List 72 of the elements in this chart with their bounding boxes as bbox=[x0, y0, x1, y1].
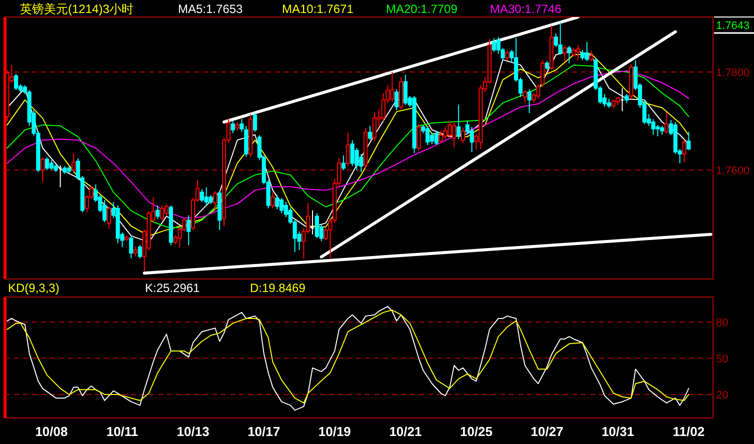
candlestick bbox=[58, 164, 62, 188]
candlestick bbox=[44, 156, 50, 171]
candlestick bbox=[72, 152, 76, 173]
candlestick bbox=[156, 204, 160, 220]
candlestick bbox=[164, 204, 169, 217]
candlestick bbox=[213, 190, 218, 210]
candlestick bbox=[40, 156, 45, 182]
y-tick-label: 20 bbox=[716, 389, 728, 402]
candlestick bbox=[527, 88, 532, 114]
text: MA20:1.7709 bbox=[386, 2, 458, 16]
candlestick bbox=[230, 120, 235, 134]
candlestick bbox=[522, 90, 527, 104]
candlestick bbox=[106, 206, 112, 230]
candlestick bbox=[368, 125, 372, 141]
x-tick-label: 10/31 bbox=[602, 424, 634, 439]
candlestick bbox=[567, 45, 572, 64]
candlestick bbox=[133, 246, 138, 257]
candlestick bbox=[470, 126, 474, 152]
candlestick bbox=[186, 214, 191, 246]
x-tick-label: 10/17 bbox=[248, 424, 280, 439]
candlestick bbox=[460, 127, 466, 144]
x-tick-label: 11/02 bbox=[672, 424, 705, 439]
text: MA5:1.7653 bbox=[178, 2, 244, 16]
candlestick bbox=[576, 44, 580, 61]
candlestick bbox=[434, 130, 438, 146]
text: MA10:1.7671 bbox=[282, 2, 354, 16]
candlestick bbox=[49, 160, 54, 171]
y-tick-label: 1.7600 bbox=[716, 165, 750, 178]
text: 1.7643 bbox=[716, 20, 750, 32]
candlestick bbox=[558, 21, 562, 56]
chart-title: KD(9,3,3) bbox=[8, 281, 60, 295]
y-tick-label: 80 bbox=[716, 317, 728, 330]
candlestick bbox=[589, 50, 594, 62]
candlestick bbox=[430, 132, 434, 145]
candlestick bbox=[341, 154, 346, 171]
candlestick bbox=[275, 194, 280, 210]
candlestick bbox=[620, 88, 624, 112]
candlestick bbox=[14, 73, 18, 91]
candlestick bbox=[346, 132, 350, 167]
x-tick-label: 10/11 bbox=[106, 424, 138, 439]
x-tick-label: 10/27 bbox=[530, 424, 564, 439]
candlestick bbox=[129, 236, 134, 259]
text: MA30:1.7746 bbox=[490, 2, 562, 16]
candlestick bbox=[584, 42, 589, 62]
candlestick bbox=[138, 244, 142, 259]
candlestick bbox=[505, 49, 510, 61]
candlestick bbox=[160, 204, 164, 221]
candlestick bbox=[682, 140, 686, 163]
candlestick bbox=[562, 44, 567, 63]
candlestick bbox=[270, 192, 275, 209]
x-tick-label: 10/19 bbox=[318, 424, 351, 439]
x-tick-label: 10/13 bbox=[176, 424, 210, 439]
candlestick bbox=[664, 112, 669, 134]
x-tick-label: 10/25 bbox=[460, 424, 493, 439]
candlestick bbox=[372, 112, 377, 142]
candlestick bbox=[314, 212, 320, 239]
y-tick-label: 1.7800 bbox=[716, 66, 750, 79]
candlestick bbox=[492, 38, 496, 52]
candlestick bbox=[456, 104, 461, 140]
text: K:25.2961 bbox=[145, 281, 200, 295]
candlestick bbox=[252, 112, 258, 132]
x-tick-label: 10/21 bbox=[389, 424, 422, 439]
series-label: D:19.8469 bbox=[250, 281, 306, 295]
y-tick-label: 50 bbox=[716, 353, 728, 366]
candlestick bbox=[310, 210, 315, 235]
candlestick bbox=[394, 88, 399, 111]
candlestick bbox=[416, 123, 421, 152]
chart-title: 英镑美元(1214)3小时 bbox=[20, 2, 134, 16]
candlestick bbox=[686, 131, 691, 150]
x-tick-label: 10/08 bbox=[35, 424, 68, 439]
candlestick bbox=[403, 74, 408, 106]
candlestick bbox=[580, 49, 585, 61]
